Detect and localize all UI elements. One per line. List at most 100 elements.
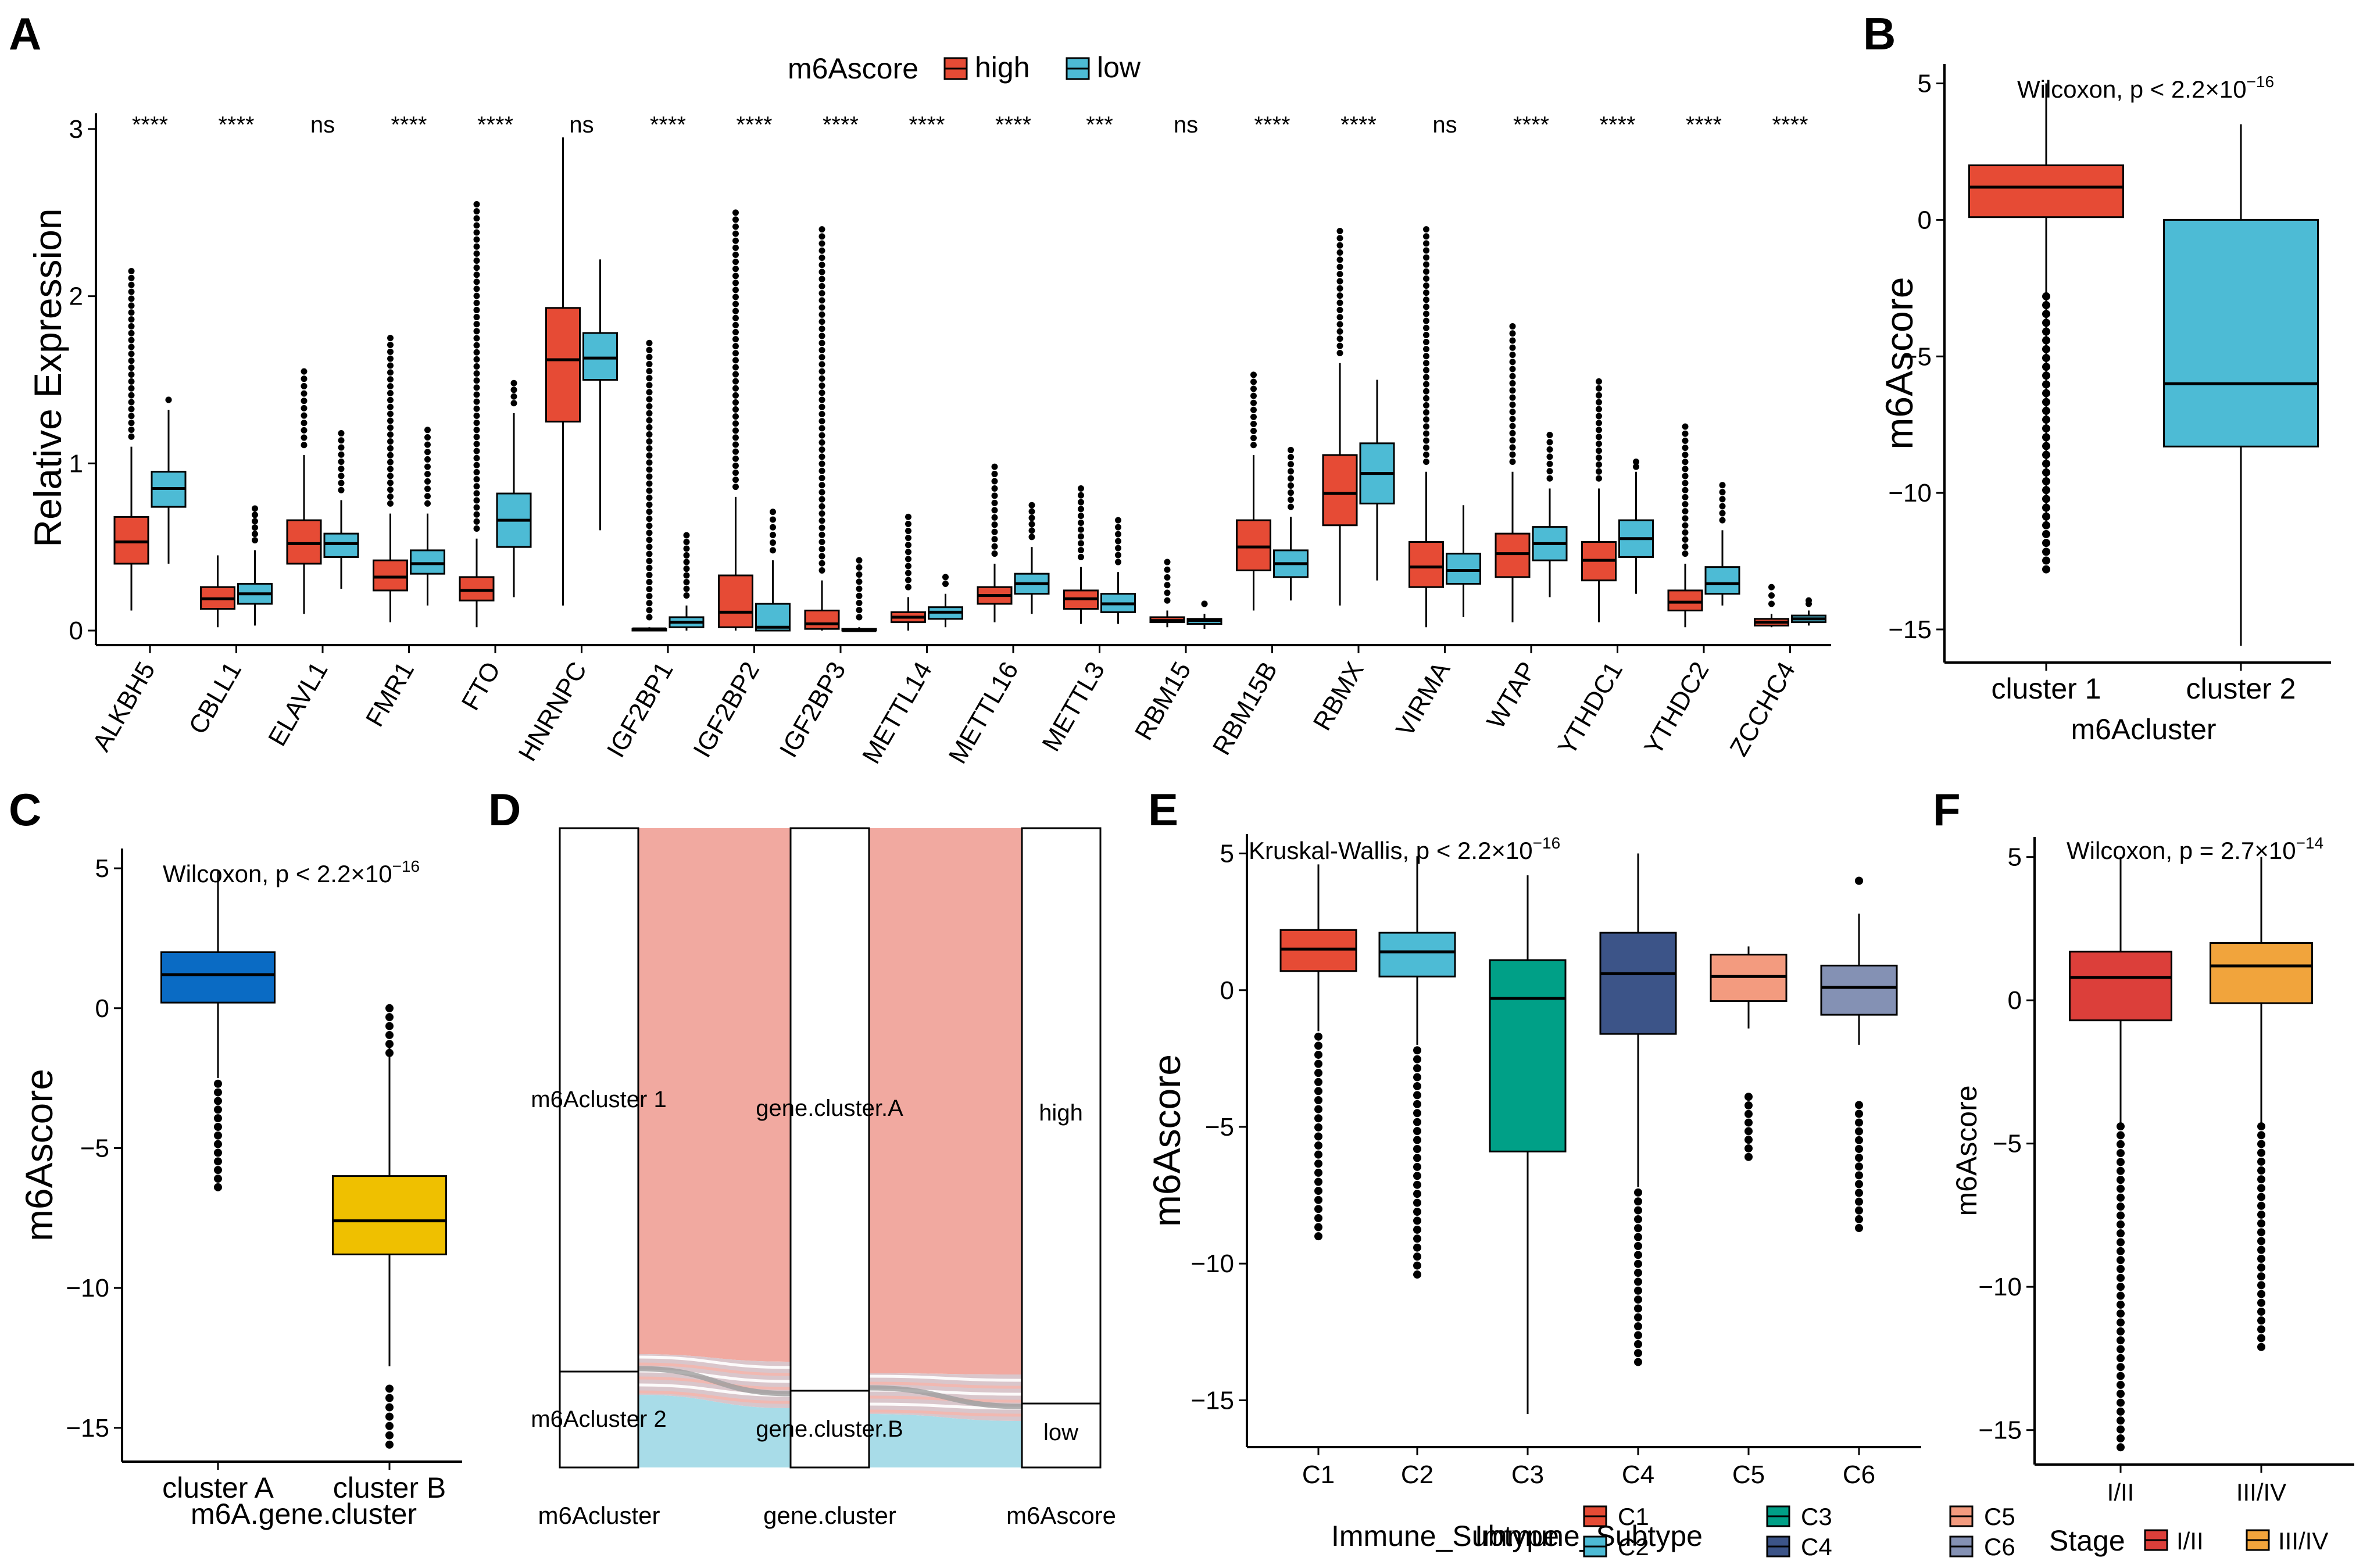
outlier-point xyxy=(1509,366,1516,373)
outlier-point xyxy=(2117,1372,2125,1380)
outlier-point xyxy=(338,472,345,479)
outlier-point xyxy=(1164,574,1171,581)
outlier-point xyxy=(818,503,825,510)
panel-f: F 5 0 −5 −10 −15 m6Ascore Wilcoxon, p = 2.7×10−… xyxy=(1933,784,2354,1557)
y-tick-label: −15 xyxy=(1978,1416,2022,1445)
x-tick-label: C5 xyxy=(1732,1460,1765,1489)
outlier-point xyxy=(2117,1443,2125,1452)
outlier-point xyxy=(1682,423,1689,430)
outlier-point xyxy=(473,229,480,236)
outlier-point xyxy=(1413,1252,1421,1261)
outlier-point xyxy=(1768,583,1775,590)
outlier-point xyxy=(510,400,517,407)
outlier-point xyxy=(128,316,135,323)
stat-text: Wilcoxon, p < 2.2×10 xyxy=(2017,76,2247,103)
outlier-point xyxy=(905,542,911,549)
outlier-point xyxy=(683,585,690,592)
outlier-point xyxy=(1250,435,1257,442)
outlier-point xyxy=(732,484,739,491)
outlier-point xyxy=(1288,446,1294,453)
stat-text: Kruskal-Wallis, p < 2.2×10 xyxy=(1249,837,1533,864)
outlier-point xyxy=(2042,530,2050,539)
outlier-point xyxy=(1115,552,1121,559)
box-iqr xyxy=(1446,553,1481,585)
outlier-point xyxy=(473,497,480,504)
outlier-point xyxy=(385,1384,394,1393)
outlier-point xyxy=(1028,508,1035,515)
outlier-point xyxy=(424,463,431,470)
outlier-point xyxy=(1413,1243,1421,1252)
outlier-point xyxy=(905,570,911,577)
outlier-point xyxy=(646,424,653,431)
outlier-point xyxy=(387,479,394,486)
outlier-point xyxy=(2117,1345,2125,1354)
outlier-point xyxy=(732,343,739,350)
outlier-point xyxy=(1682,430,1689,437)
stratum-label: low xyxy=(1043,1420,1078,1445)
outlier-point xyxy=(1596,441,1602,448)
outlier-point xyxy=(385,1422,394,1430)
outlier-point xyxy=(2042,318,2050,327)
outlier-point xyxy=(818,517,825,524)
outlier-point xyxy=(128,330,135,336)
outlier-point xyxy=(1078,553,1084,560)
outlier-point xyxy=(1509,437,1516,444)
outlier-point xyxy=(2042,327,2050,336)
outlier-point xyxy=(1634,1331,1642,1340)
outlier-point xyxy=(2042,495,2050,503)
outlier-point xyxy=(646,466,653,473)
outlier-point xyxy=(128,336,135,343)
outlier-point xyxy=(646,361,653,368)
outlier-point xyxy=(1336,335,1343,342)
outlier-point xyxy=(301,382,308,389)
outlier-point xyxy=(1596,399,1602,406)
outlier-point xyxy=(473,342,480,349)
outlier-point xyxy=(732,378,739,385)
outlier-point xyxy=(2042,512,2050,521)
outlier-point xyxy=(473,271,480,278)
outlier-point xyxy=(1423,282,1429,289)
outlier-point xyxy=(1413,1091,1421,1100)
outlier-point xyxy=(252,518,258,525)
outlier-point xyxy=(770,531,776,538)
outlier-point xyxy=(128,364,135,371)
outlier-point xyxy=(2042,398,2050,406)
outlier-point xyxy=(128,281,135,288)
outlier-point xyxy=(1250,428,1257,435)
y-tick-label: −15 xyxy=(1888,615,1932,644)
outlier-point xyxy=(732,314,739,321)
outlier-point xyxy=(646,593,653,600)
outlier-point xyxy=(1423,458,1429,465)
outlier-point xyxy=(732,266,739,273)
outlier-point xyxy=(732,392,739,399)
x-tick-label: ALKBH5 xyxy=(87,657,161,757)
outlier-point xyxy=(2117,1363,2125,1372)
panel-label: B xyxy=(1863,8,1896,59)
outlier-point xyxy=(2042,477,2050,486)
box-iqr xyxy=(286,519,322,565)
outlier-point xyxy=(338,451,345,458)
x-tick-label: YTHDC1 xyxy=(1553,657,1628,760)
outlier-point xyxy=(732,413,739,420)
outlier-point xyxy=(2117,1283,2125,1291)
outlier-point xyxy=(818,354,825,361)
outlier-point xyxy=(991,463,998,470)
outlier-point xyxy=(818,432,825,439)
x-tick-label: HNRNPC xyxy=(513,657,593,767)
outlier-point xyxy=(991,471,998,478)
outlier-point xyxy=(128,406,135,413)
outlier-point xyxy=(1596,420,1602,427)
outlier-point xyxy=(1413,1225,1421,1234)
y-tick-label: 3 xyxy=(69,115,83,144)
outlier-point xyxy=(732,385,739,392)
significance-label: **** xyxy=(1686,112,1722,138)
x-tick-label: cluster A xyxy=(162,1472,274,1504)
x-tick-label: IGF2BP3 xyxy=(774,657,852,762)
outlier-point xyxy=(2257,1334,2265,1343)
outlier-point xyxy=(1768,600,1775,607)
outlier-point xyxy=(2042,363,2050,371)
stat-label: Wilcoxon, p < 2.2×10−16 xyxy=(2017,73,2274,103)
outlier-point xyxy=(301,404,308,411)
outlier-point xyxy=(424,427,431,434)
outlier-point xyxy=(1855,1118,1863,1127)
